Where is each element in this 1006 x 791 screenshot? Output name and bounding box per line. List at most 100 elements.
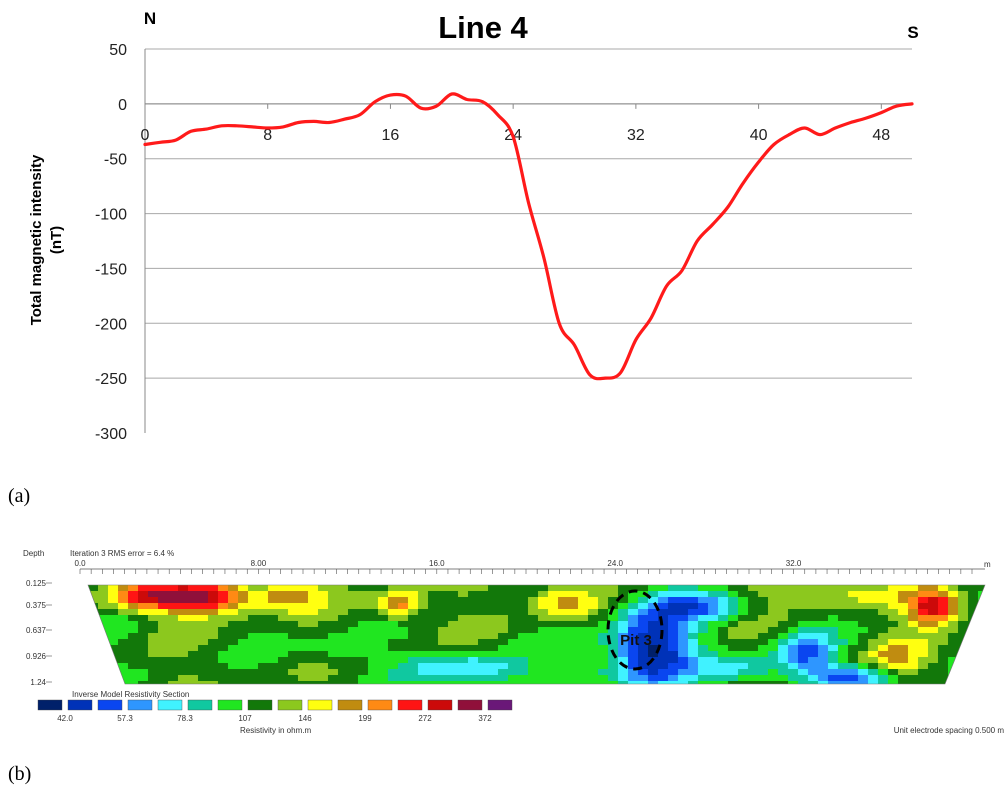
resistivity-cell: [88, 651, 99, 658]
resistivity-cell: [148, 639, 159, 646]
resistivity-cell: [798, 657, 809, 664]
x-tick-label: 32: [627, 127, 645, 144]
resistivity-cell: [608, 657, 619, 664]
resistivity-cell: [558, 597, 569, 604]
resistivity-cell: [568, 651, 579, 658]
resistivity-cell: [668, 639, 679, 646]
resistivity-cell: [978, 615, 985, 622]
resistivity-cell: [978, 645, 985, 652]
resistivity-cell: [468, 603, 479, 610]
resistivity-cell: [978, 627, 985, 634]
resistivity-cell: [398, 669, 409, 676]
resistivity-cell: [508, 615, 519, 622]
resistivity-cell: [308, 645, 319, 652]
resistivity-cell: [188, 663, 199, 670]
resistivity-cell: [908, 633, 919, 640]
resistivity-cell: [388, 633, 399, 640]
resistivity-cell: [228, 639, 239, 646]
resistivity-cell: [168, 633, 179, 640]
resistivity-cell: [108, 675, 119, 682]
resistivity-cell: [158, 585, 169, 592]
resistivity-cell: [738, 651, 749, 658]
resistivity-cell: [828, 597, 839, 604]
resistivity-cell: [918, 675, 929, 682]
resistivity-cell: [848, 675, 859, 682]
resistivity-cell: [528, 663, 539, 670]
resistivity-cell: [288, 669, 299, 676]
resistivity-cell: [588, 621, 599, 628]
colorbar-swatch: [187, 699, 213, 711]
resistivity-cell: [938, 669, 949, 676]
distance-tick-label: 16.0: [429, 559, 445, 568]
resistivity-cell: [258, 675, 269, 682]
resistivity-cell: [168, 621, 179, 628]
resistivity-cell: [298, 627, 309, 634]
resistivity-cell: [938, 615, 949, 622]
resistivity-cell: [828, 675, 839, 682]
resistivity-cell: [308, 609, 319, 616]
y-tick-label: 50: [109, 42, 127, 59]
x-tick-label: 40: [750, 127, 768, 144]
resistivity-cell: [108, 603, 119, 610]
resistivity-cell: [408, 675, 419, 682]
resistivity-cell: [448, 663, 459, 670]
resistivity-cell: [578, 627, 589, 634]
resistivity-cell: [818, 615, 829, 622]
resistivity-cell: [268, 639, 279, 646]
resistivity-cell: [208, 669, 219, 676]
resistivity-cell: [448, 591, 459, 598]
resistivity-cell: [308, 663, 319, 670]
resistivity-cell: [668, 621, 679, 628]
resistivity-cell: [978, 681, 985, 684]
resistivity-cell: [518, 591, 529, 598]
resistivity-cell: [828, 585, 839, 592]
resistivity-cell: [378, 675, 389, 682]
resistivity-cell: [898, 585, 909, 592]
resistivity-cell: [428, 609, 439, 616]
resistivity-cell: [388, 615, 399, 622]
resistivity-cell: [738, 675, 749, 682]
resistivity-cell: [478, 651, 489, 658]
resistivity-cell: [958, 609, 969, 616]
resistivity-cell: [968, 615, 979, 622]
resistivity-cell: [558, 609, 569, 616]
resistivity-cell: [918, 681, 929, 684]
resistivity-cell: [788, 633, 799, 640]
resistivity-cell: [238, 675, 249, 682]
resistivity-cell: [698, 603, 709, 610]
resistivity-cell: [688, 585, 699, 592]
resistivity-cell: [728, 681, 739, 684]
resistivity-cell: [978, 657, 985, 664]
resistivity-cell: [718, 657, 729, 664]
resistivity-cell: [588, 675, 599, 682]
resistivity-cell: [658, 651, 669, 658]
resistivity-cell: [468, 669, 479, 676]
resistivity-cell: [608, 615, 619, 622]
resistivity-cell: [718, 681, 729, 684]
resistivity-cell: [428, 651, 439, 658]
resistivity-cell: [778, 597, 789, 604]
resistivity-cell: [598, 663, 609, 670]
resistivity-cell: [578, 615, 589, 622]
resistivity-cell: [118, 669, 129, 676]
resistivity-cell: [108, 627, 119, 634]
resistivity-cell: [878, 627, 889, 634]
resistivity-cell: [438, 663, 449, 670]
resistivity-cell: [98, 585, 109, 592]
resistivity-cell: [908, 591, 919, 598]
resistivity-cell: [698, 663, 709, 670]
colorbar-value: 42.0: [57, 714, 73, 723]
resistivity-cell: [878, 621, 889, 628]
resistivity-cell: [448, 681, 459, 684]
resistivity-cell: [738, 615, 749, 622]
resistivity-cell: [778, 591, 789, 598]
resistivity-cell: [798, 633, 809, 640]
resistivity-cell: [528, 609, 539, 616]
resistivity-cell: [88, 639, 99, 646]
resistivity-cell: [508, 609, 519, 616]
resistivity-cell: [208, 597, 219, 604]
resistivity-cell: [108, 663, 119, 670]
resistivity-cell: [688, 615, 699, 622]
resistivity-cell: [548, 663, 559, 670]
